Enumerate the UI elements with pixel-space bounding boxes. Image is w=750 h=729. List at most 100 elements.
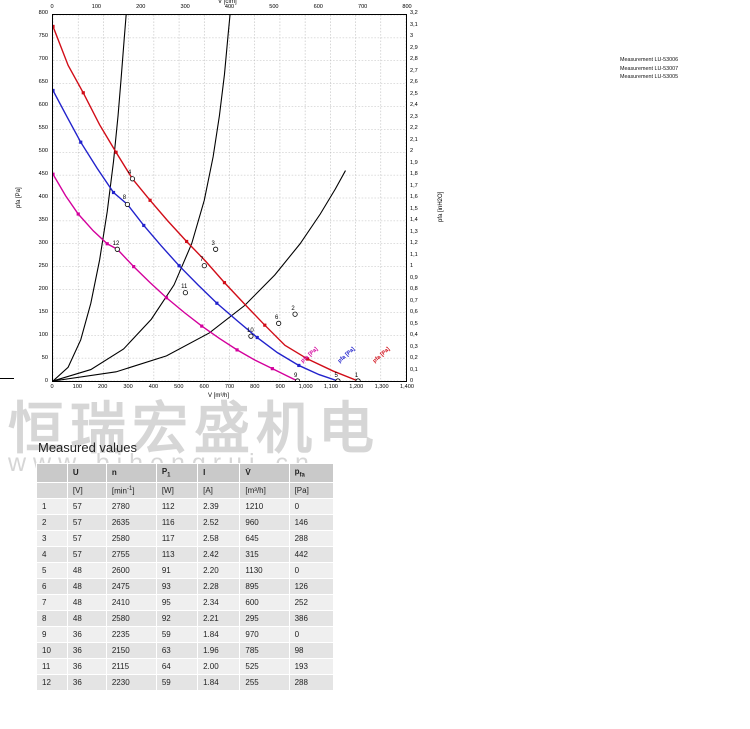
x-top-tick-label: 500 bbox=[269, 4, 279, 10]
y-right-tick-label: 2,6 bbox=[410, 79, 418, 86]
y-right-tick-label: 1,2 bbox=[410, 240, 418, 247]
y-right-tick-label: 0,1 bbox=[410, 366, 418, 373]
table-cell: 113 bbox=[155, 546, 199, 564]
x-tick-label: 700 bbox=[224, 384, 235, 390]
table-cell: 2.21 bbox=[197, 610, 241, 628]
data-point-marker bbox=[263, 323, 267, 327]
right-axis-title: pfa [inH2O] bbox=[438, 191, 444, 222]
x-top-tick-label: 100 bbox=[91, 4, 102, 10]
table-cell: 11 bbox=[36, 658, 68, 676]
table-cell: 2150 bbox=[105, 642, 157, 660]
legend-item-1: Measurement LU-53007 bbox=[620, 65, 679, 72]
data-point-marker bbox=[177, 264, 181, 268]
table-cell: 48 bbox=[66, 578, 107, 596]
operating-point-marker bbox=[201, 263, 207, 269]
x-tick-label: 400 bbox=[148, 384, 159, 390]
y-tick-label: 800 bbox=[38, 10, 48, 17]
table-cell: 2780 bbox=[105, 498, 157, 516]
y-tick-label: 250 bbox=[38, 263, 48, 270]
table-row: 5 48 2600 91 2.20 1130 0 bbox=[36, 562, 335, 580]
performance-chart: V [cfm] 0 100 200 300 400 500 600 700 800 0 100 20… bbox=[0, 0, 470, 420]
col-unit-pressure: [Pa] bbox=[288, 481, 335, 500]
operating-point-marker bbox=[355, 378, 361, 381]
x-tick-label: 1,300 bbox=[374, 384, 389, 390]
col-header-pressure: pfa bbox=[288, 463, 335, 483]
table-row: 7 48 2410 95 2.34 600 252 bbox=[36, 594, 335, 612]
y-tick-label: 150 bbox=[38, 309, 48, 316]
col-header-speed: n bbox=[105, 463, 157, 483]
y-right-tick-label: 0,2 bbox=[410, 355, 418, 362]
y-right-tick-label: 2,3 bbox=[410, 113, 418, 120]
table-cell: 288 bbox=[288, 674, 335, 692]
table-cell: 116 bbox=[155, 514, 199, 532]
table-cell: 2.39 bbox=[197, 498, 241, 516]
y-tick-label: 650 bbox=[38, 79, 48, 86]
y-right-tick-label: 0,4 bbox=[410, 332, 418, 339]
table-row: 2 57 2635 116 2.52 960 146 bbox=[36, 514, 335, 532]
data-point-marker bbox=[81, 91, 85, 95]
data-point-marker bbox=[185, 239, 189, 244]
table-cell: 2.34 bbox=[197, 594, 241, 612]
table-cell: 960 bbox=[239, 514, 290, 532]
table-cell: 970 bbox=[239, 626, 290, 644]
table-cell: 2475 bbox=[105, 578, 157, 596]
data-point-marker bbox=[222, 281, 227, 285]
col-header-power: P1 bbox=[155, 463, 199, 483]
y-right-tick-label: 3,2 bbox=[410, 10, 418, 17]
data-point-marker bbox=[132, 265, 136, 269]
table-cell: 2.42 bbox=[197, 546, 241, 564]
y-tick-label: 100 bbox=[38, 332, 48, 339]
plot-canvas bbox=[53, 15, 406, 381]
legend-item-2: Measurement LU-53005 bbox=[620, 74, 679, 80]
operating-point-label: 5 bbox=[334, 373, 338, 379]
table-cell: 2635 bbox=[105, 514, 157, 532]
x-tick-label: 1,200 bbox=[349, 384, 364, 390]
operating-point-label: 6 bbox=[274, 315, 279, 322]
table-cell: 1.84 bbox=[197, 674, 241, 692]
data-point-marker bbox=[164, 296, 169, 300]
x-tick-label: 1,000 bbox=[298, 384, 313, 390]
legend-item-0: Measurement LU-53006 bbox=[620, 57, 679, 63]
y-tick-label: 500 bbox=[38, 148, 48, 155]
y-tick-label: 300 bbox=[38, 240, 48, 247]
table-cell: 525 bbox=[239, 658, 290, 676]
table-cell: 2410 bbox=[105, 594, 157, 612]
table-cell: 1.96 bbox=[197, 642, 241, 660]
data-point-marker bbox=[148, 198, 152, 202]
y-right-tick-label: 1,1 bbox=[410, 251, 418, 258]
x-tick-label: 0 bbox=[50, 384, 54, 390]
system-curve bbox=[53, 15, 127, 381]
measured-values-title: Measured values bbox=[38, 440, 137, 455]
system-curve bbox=[53, 15, 231, 381]
table-cell: 57 bbox=[66, 514, 107, 532]
table-row: 10 36 2150 63 1.96 785 98 bbox=[36, 642, 335, 660]
operating-point-label: 2 bbox=[291, 305, 295, 312]
table-cell: 36 bbox=[66, 626, 107, 644]
col-header-flow: V̇ bbox=[239, 463, 290, 483]
x-top-tick-label: 600 bbox=[313, 4, 323, 10]
x-top-tick-label: 700 bbox=[357, 4, 368, 10]
y-right-tick-label: 2,5 bbox=[410, 90, 418, 97]
x-tick-label: 300 bbox=[123, 384, 133, 390]
data-point-marker bbox=[200, 324, 204, 328]
table-cell: 2.58 bbox=[197, 530, 241, 548]
measured-values-section: Measured values U n P1 I V̇ pfa [V] [min… bbox=[36, 440, 336, 692]
col-unit-speed: [min-1] bbox=[105, 481, 157, 500]
table-cell: 2115 bbox=[105, 658, 157, 676]
table-head: U n P1 I V̇ pfa [V] [min-1] [W] [A] [m³/… bbox=[36, 463, 335, 500]
operating-point-marker bbox=[213, 246, 219, 252]
operating-point-label: 12 bbox=[112, 240, 120, 247]
table-cell: 36 bbox=[66, 658, 107, 676]
x-tick-label: 600 bbox=[199, 384, 209, 390]
col-unit-flow: [m³/h] bbox=[239, 481, 290, 500]
col-header-voltage: U bbox=[66, 463, 107, 483]
table-cell: 7 bbox=[36, 594, 68, 612]
fan-curve bbox=[53, 26, 359, 381]
top-axis-title: V [cfm] bbox=[218, 0, 237, 5]
y-right-tick-label: 0,8 bbox=[410, 286, 418, 293]
y-right-tick-label: 0,7 bbox=[410, 297, 418, 304]
plot-area bbox=[52, 14, 407, 382]
table-cell: 92 bbox=[155, 610, 199, 628]
table-cell: 98 bbox=[288, 642, 335, 660]
x-tick-label: 900 bbox=[275, 384, 285, 390]
